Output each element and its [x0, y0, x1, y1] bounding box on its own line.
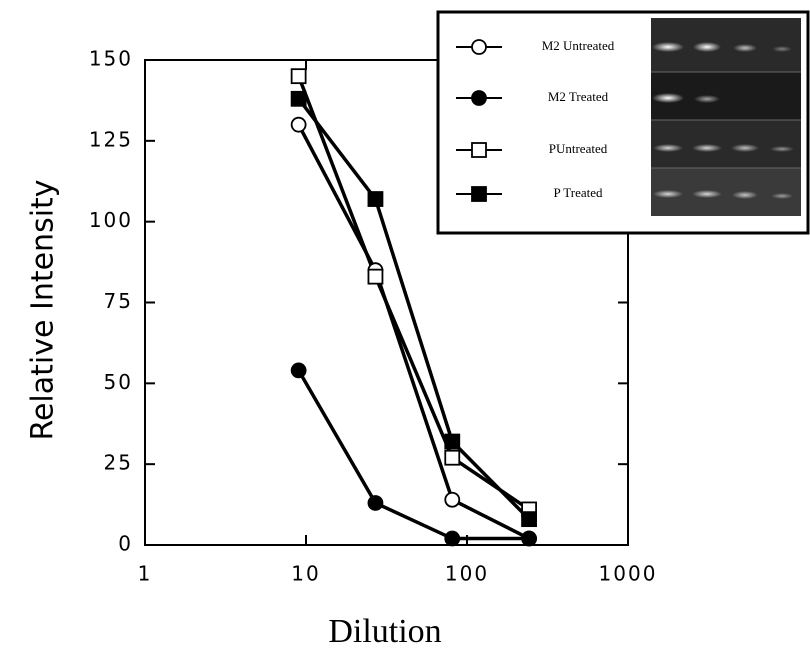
marker	[367, 495, 384, 511]
legend-label: M2 Untreated	[542, 38, 615, 53]
x-tick-label: 1	[138, 562, 153, 586]
y-tick-label: 75	[104, 289, 133, 313]
marker	[367, 268, 384, 285]
y-tick-label: 100	[89, 208, 133, 232]
marker	[290, 68, 307, 85]
marker	[290, 90, 307, 107]
series-line	[297, 97, 531, 521]
legend-marker	[471, 39, 487, 55]
marker	[521, 530, 537, 547]
marker	[444, 530, 461, 547]
marker	[521, 511, 537, 528]
x-tick-label: 100	[445, 562, 489, 586]
y-tick-label: 0	[118, 532, 133, 556]
legend-label: P Treated	[554, 185, 603, 200]
marker	[290, 116, 307, 133]
legend-label: PUntreated	[549, 141, 608, 156]
y-axis-label: Relative Intensity	[26, 179, 61, 440]
y-tick-label: 150	[89, 47, 133, 71]
marker	[290, 362, 307, 379]
legend-marker	[471, 142, 487, 158]
legend-marker	[471, 90, 487, 106]
legend: M2 Untreated M2 Treated PUntreated P Treate…	[436, 10, 810, 235]
x-tick-label: 1000	[599, 562, 658, 586]
legend-marker	[471, 186, 487, 202]
legend-label: M2 Treated	[548, 89, 609, 104]
y-tick-label: 50	[104, 370, 133, 394]
y-tick-label: 125	[89, 127, 133, 151]
series-line	[297, 369, 530, 541]
series-line	[297, 123, 530, 541]
marker	[444, 491, 461, 508]
x-axis-label: Dilution	[328, 613, 441, 650]
x-tick-label: 10	[291, 562, 320, 586]
gel-image	[651, 18, 801, 216]
marker	[444, 449, 461, 466]
marker	[367, 191, 384, 207]
marker	[444, 433, 461, 450]
series-line	[296, 75, 531, 511]
y-tick-label: 25	[104, 451, 133, 475]
